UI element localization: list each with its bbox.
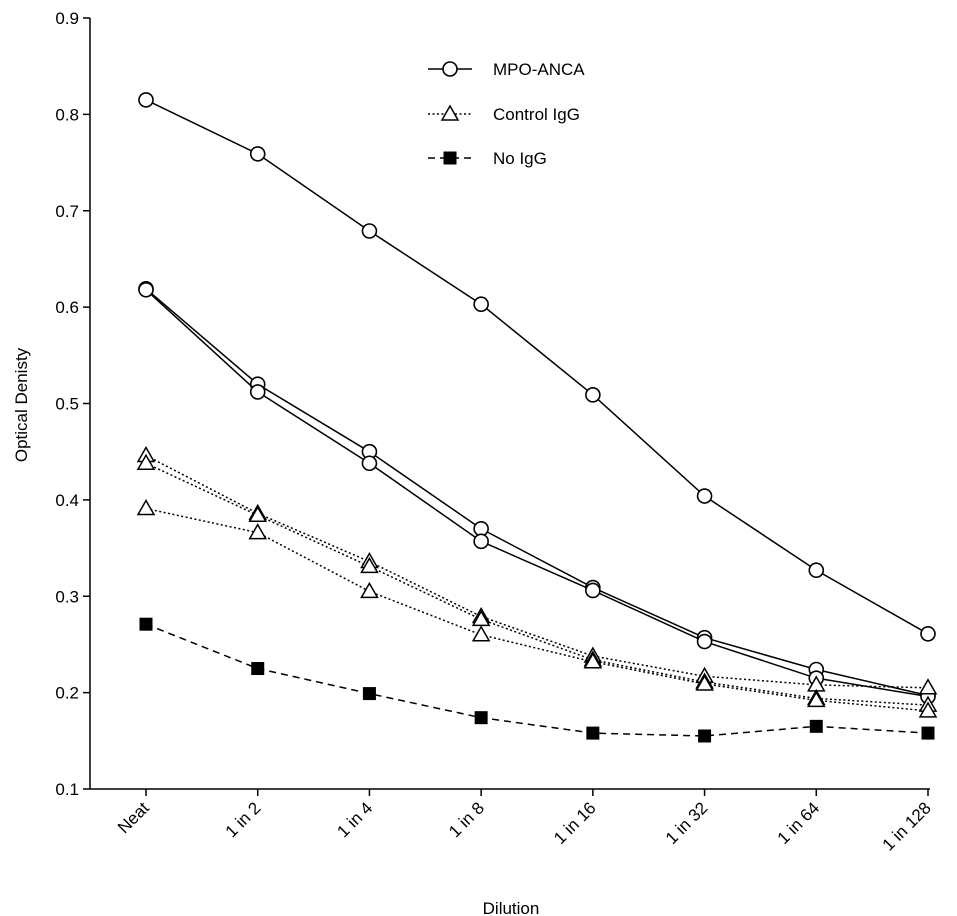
series-line	[145, 623, 929, 737]
legend-marker	[440, 104, 460, 121]
legend-label: No IgG	[493, 149, 547, 168]
series-control-igg	[136, 499, 938, 718]
data-point	[698, 729, 712, 743]
data-point	[248, 523, 268, 540]
data-point	[696, 488, 713, 504]
data-point	[362, 687, 376, 701]
legend-item: No IgG	[428, 149, 547, 168]
series-line	[145, 462, 929, 706]
data-point	[361, 455, 378, 472]
legend-label: Control IgG	[493, 105, 580, 124]
x-tick-label: 1 in 16	[550, 798, 600, 848]
legend-marker	[442, 61, 458, 77]
data-point	[921, 726, 935, 740]
y-tick-label: 0.1	[55, 780, 79, 799]
y-tick-label: 0.5	[55, 395, 79, 414]
legend-label: MPO-ANCA	[493, 60, 585, 79]
data-point	[249, 146, 266, 162]
series-no-igg	[139, 617, 935, 743]
y-ticks: 0.1 0.2 0.3 0.4 0.5 0.6 0.7 0.8 0.9	[55, 9, 90, 799]
series-line	[145, 507, 929, 712]
data-point	[585, 387, 601, 403]
data-point	[585, 582, 601, 599]
x-axis-label: Dilution	[483, 899, 540, 916]
data-point	[360, 556, 379, 574]
y-tick-label: 0.3	[55, 587, 79, 606]
x-tick-label: 1 in 32	[662, 798, 712, 848]
data-point	[248, 505, 268, 523]
data-point	[918, 701, 938, 718]
x-tick-label: 1 in 2	[222, 798, 265, 841]
data-point	[474, 711, 488, 725]
data-point	[695, 674, 714, 691]
data-point	[361, 223, 378, 239]
legend-marker	[443, 151, 457, 165]
series-line	[145, 289, 929, 698]
y-tick-label: 0.2	[55, 684, 79, 703]
data-point	[251, 662, 265, 676]
data-point	[138, 92, 154, 108]
y-tick-label: 0.8	[55, 105, 79, 124]
legend-item: Control IgG	[428, 104, 580, 124]
y-tick-label: 0.7	[55, 202, 79, 221]
series-layer	[136, 92, 938, 743]
data-point	[806, 690, 826, 708]
data-point	[139, 617, 153, 631]
series-line	[145, 288, 929, 697]
data-point	[136, 453, 156, 471]
series-mpo-anca	[138, 92, 936, 642]
series-line	[145, 99, 929, 635]
data-point	[809, 719, 823, 733]
legend-item: MPO-ANCA	[428, 60, 585, 79]
data-point	[473, 296, 489, 313]
data-point	[249, 384, 266, 400]
data-point	[918, 678, 938, 695]
y-tick-label: 0.4	[55, 491, 79, 510]
x-tick-label: 1 in 8	[445, 798, 488, 841]
data-point	[920, 626, 936, 642]
x-tick-label: Neat	[114, 798, 153, 837]
y-tick-label: 0.6	[55, 298, 79, 317]
data-point	[471, 625, 491, 642]
y-tick-label: 0.9	[55, 9, 79, 28]
data-point	[360, 581, 379, 599]
x-tick-label: 1 in 4	[333, 798, 376, 841]
data-point	[696, 633, 713, 650]
data-point	[138, 281, 154, 298]
legend: MPO-ANCA Control IgG No IgG	[428, 60, 585, 168]
x-tick-label: 1 in 128	[879, 798, 935, 854]
data-point	[473, 533, 489, 550]
data-point	[136, 499, 156, 516]
y-axis-label: Optical Denisty	[12, 347, 31, 462]
x-ticks: Neat 1 in 2 1 in 4 1 in 8 1 in 16 1 in 32 1 in…	[114, 789, 935, 855]
data-point	[586, 726, 600, 740]
data-point	[808, 562, 825, 579]
x-tick-label: 1 in 64	[774, 798, 824, 848]
data-point	[583, 652, 603, 669]
